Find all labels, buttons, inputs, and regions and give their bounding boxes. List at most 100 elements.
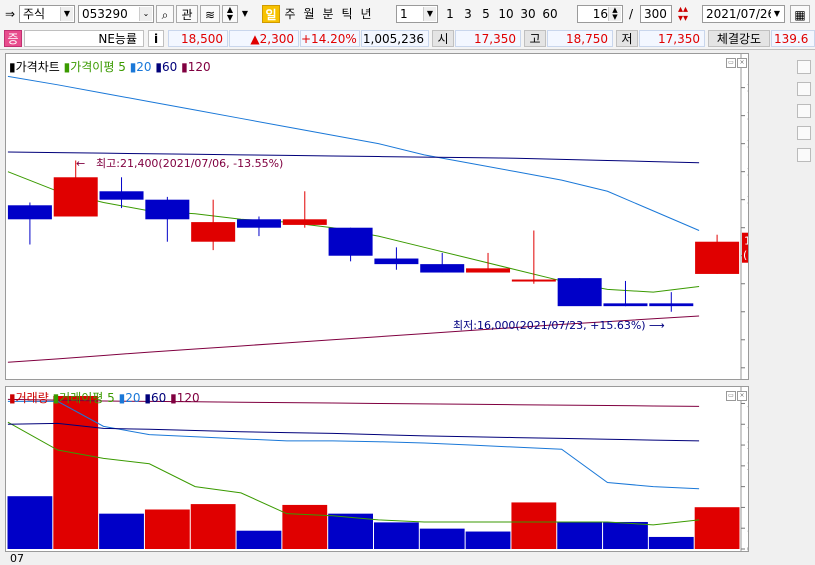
- price-change: ▲2,300: [229, 30, 299, 47]
- interval-select-value: 1: [400, 7, 408, 21]
- chevron-down-icon[interactable]: ▼: [241, 9, 249, 18]
- spin-updown-icon[interactable]: ▲ ▼: [222, 5, 238, 23]
- legend-ma60-marker: ▮: [155, 60, 163, 74]
- volume-bar: [648, 536, 694, 549]
- interval-preset-1[interactable]: 3: [464, 7, 472, 21]
- current-price-tag-pct: (14.20%): [743, 249, 748, 262]
- layout-icon[interactable]: [797, 126, 811, 140]
- candle-body: [99, 191, 144, 200]
- interval-preset-0[interactable]: 1: [446, 7, 454, 21]
- strength-label: 체결강도: [708, 30, 770, 47]
- legend-ma-label: 가격이평: [70, 60, 115, 74]
- interval-preset-4[interactable]: 30: [520, 7, 536, 21]
- date-picker[interactable]: 2021/07/26 ▼: [702, 5, 785, 23]
- volume-chart: 0K 500K 1,000K 1,500K 2,000K 2,500K 3,000K 3,50…: [7, 387, 748, 551]
- code-input[interactable]: 053290 ⌄: [78, 5, 154, 23]
- legend-vma120: 120: [176, 391, 200, 405]
- candle-body: [603, 303, 648, 307]
- display-count-value: 16: [592, 7, 608, 21]
- candle-body: [420, 264, 465, 273]
- settings-icon[interactable]: [797, 104, 811, 118]
- chevron-down-icon: ▼: [60, 7, 73, 21]
- legend-vma20-marker: ▮: [118, 391, 126, 405]
- legend-volume-marker: ▮: [9, 391, 16, 405]
- interval-preset-2[interactable]: 5: [482, 7, 490, 21]
- volume-bar: [53, 395, 99, 549]
- candle-body: [53, 177, 98, 217]
- high-label: 고: [524, 30, 546, 47]
- min-annotation: 최저:16,000(2021/07/23, +15.63%): [453, 319, 646, 332]
- current-price: 18,500: [168, 30, 228, 47]
- spin-updown-icon[interactable]: ▲ ▼: [608, 7, 621, 21]
- chevron-down-icon: ▼: [771, 7, 783, 21]
- legend-ma120: 120: [187, 60, 211, 74]
- low-price: 17,350: [639, 30, 705, 47]
- period-tab-1[interactable]: 주: [284, 7, 296, 21]
- market-select[interactable]: 주식 ▼: [19, 5, 75, 23]
- legend-ma5: 5: [118, 60, 126, 74]
- stock-name[interactable]: NE능률: [24, 30, 144, 47]
- price-tick-label: 16,000: [747, 306, 748, 319]
- volume-bar: [328, 513, 373, 549]
- close-icon[interactable]: ×: [737, 58, 747, 68]
- volume-tick-label: 0K: [747, 543, 748, 551]
- indicator-icon[interactable]: [797, 60, 811, 74]
- interval-preset-5[interactable]: 60: [542, 7, 558, 21]
- period-tab-3[interactable]: 분: [322, 7, 334, 21]
- price-tick-label: 21,000: [747, 166, 748, 179]
- price-change-pct: +14.20%: [300, 30, 360, 47]
- quote-bar: 증 NE능률 i 18,500 ▲2,300 +14.20% 1,005,236…: [0, 28, 815, 50]
- ma-line-120: [7, 315, 700, 363]
- volume-tick-label: 2,500K: [747, 439, 748, 452]
- zoom-arrows-icon[interactable]: ▴▴ ▾▾: [677, 4, 689, 24]
- display-count-stepper[interactable]: 16 ▲ ▼: [577, 5, 623, 23]
- close-icon[interactable]: ×: [737, 391, 747, 401]
- stack-icon[interactable]: ≋: [200, 5, 220, 23]
- vma-line-20: [7, 400, 700, 490]
- x-axis-start-label: 07: [10, 552, 24, 565]
- price-tick-label: 20,000: [747, 194, 748, 207]
- legend-vma-marker: ▮: [52, 391, 60, 405]
- minimize-icon[interactable]: ▭: [726, 58, 736, 68]
- side-toolbar: [796, 60, 814, 220]
- price-tick-label: 19,000: [747, 222, 748, 235]
- volume-bar: [465, 531, 511, 549]
- period-tab-5[interactable]: 년: [360, 7, 372, 21]
- minimize-icon[interactable]: ▭: [726, 391, 736, 401]
- price-tick-label: 17,000: [747, 278, 748, 291]
- total-count-input[interactable]: 300: [640, 5, 672, 23]
- volume-bar: [374, 522, 419, 549]
- low-label: 저: [616, 30, 638, 47]
- max-annotation: 최고:21,400(2021/07/06, -13.55%): [96, 157, 283, 170]
- save-icon[interactable]: [797, 148, 811, 162]
- candle-body: [328, 227, 373, 256]
- volume-bar: [99, 513, 144, 549]
- vma-line-60: [7, 422, 700, 442]
- candle-body: [145, 199, 190, 220]
- period-tab-0[interactable]: 일: [262, 5, 280, 23]
- min-annotation-arrow: ⟶: [649, 319, 665, 332]
- current-price-tag-value: 18,500: [744, 235, 748, 248]
- info-button[interactable]: i: [148, 30, 164, 47]
- legend-vma20: 20: [125, 391, 141, 405]
- vma-line-5: [7, 421, 700, 526]
- candle-body: [557, 278, 602, 307]
- volume-bar: [694, 507, 740, 549]
- search-icon[interactable]: ⌕: [156, 5, 174, 23]
- chart-menu-icon[interactable]: ▦: [790, 5, 810, 23]
- volume-bar: [419, 528, 465, 549]
- volume-tick-label: 1,500K: [747, 481, 748, 494]
- interval-select[interactable]: 1 ▼: [396, 5, 438, 23]
- market-badge: 증: [4, 30, 22, 47]
- watch-button[interactable]: 관: [176, 5, 198, 23]
- open-price: 17,350: [455, 30, 521, 47]
- legend-ma20-marker: ▮: [129, 60, 137, 74]
- period-tab-2[interactable]: 월: [303, 7, 315, 21]
- interval-preset-3[interactable]: 10: [498, 7, 514, 21]
- period-tab-4[interactable]: 틱: [341, 7, 353, 21]
- draw-tool-icon[interactable]: [797, 82, 811, 96]
- current-price-tag: [742, 232, 748, 263]
- volume-chart-panel: 0K 500K 1,000K 1,500K 2,000K 2,500K 3,000K 3,50…: [5, 386, 749, 552]
- link-icon[interactable]: ⇒: [4, 7, 16, 21]
